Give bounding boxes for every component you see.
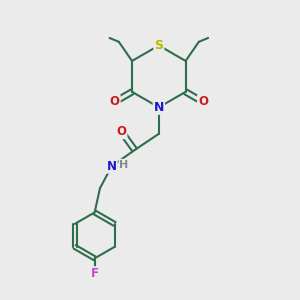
- Text: H: H: [119, 160, 129, 170]
- Text: N: N: [107, 160, 117, 173]
- Text: O: O: [116, 125, 126, 138]
- Text: F: F: [91, 267, 99, 280]
- Text: O: O: [198, 95, 208, 108]
- Text: O: O: [110, 95, 120, 108]
- Text: S: S: [154, 39, 163, 52]
- Text: N: N: [154, 101, 164, 114]
